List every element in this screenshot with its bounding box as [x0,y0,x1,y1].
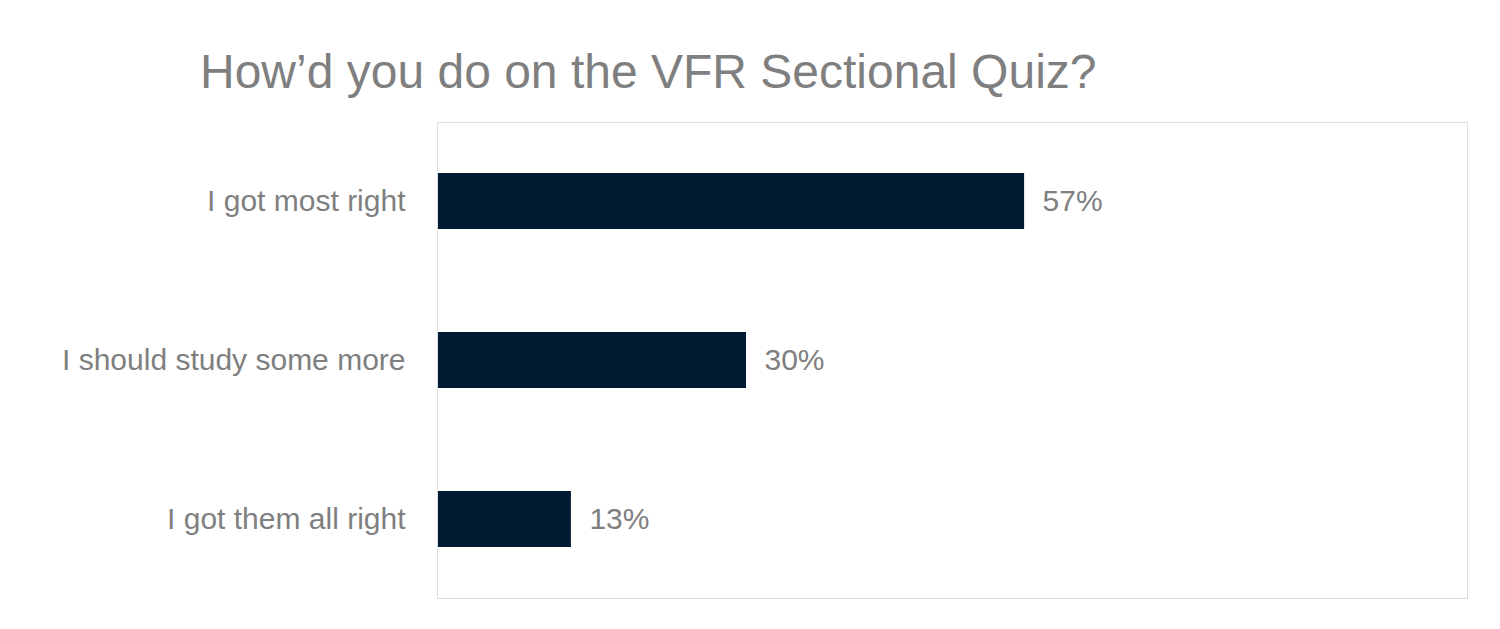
svg-text:57%: 57% [1043,184,1103,217]
svg-text:I should study some more: I should study some more [62,343,406,376]
svg-text:30%: 30% [765,343,825,376]
html-text:How’d you do on the VFR Sectio: How’d you do on the VFR Sectional Quiz? [200,45,1097,98]
svg-text:I got them all right: I got them all right [167,502,406,535]
svg-text:I got most right: I got most right [207,184,406,217]
svg-text:13%: 13% [589,502,649,535]
